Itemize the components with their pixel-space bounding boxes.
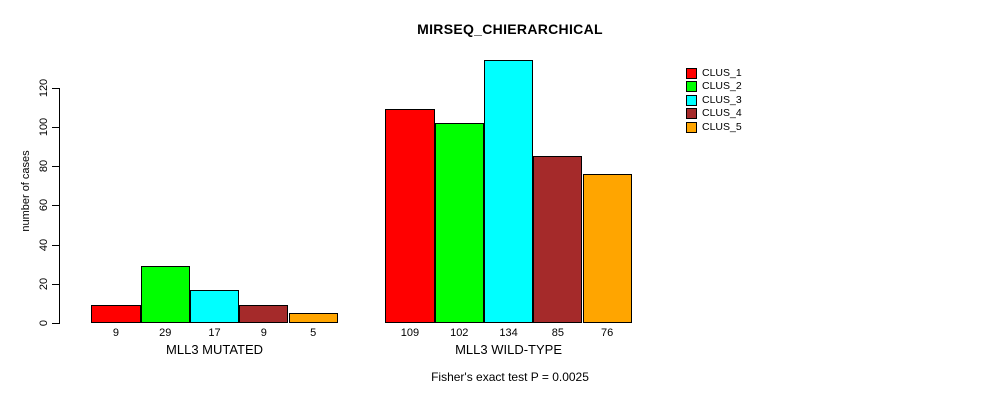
y-tick	[52, 205, 59, 207]
group-label: MLL3 MUTATED	[166, 342, 264, 357]
bar-value-label: 102	[450, 327, 469, 339]
legend-label: CLUS_1	[702, 67, 742, 79]
bar	[533, 156, 583, 323]
legend-label: CLUS_2	[702, 80, 742, 93]
legend-swatch	[686, 94, 697, 106]
legend-label: CLUS_3	[702, 93, 742, 106]
legend-swatch	[686, 121, 697, 133]
y-tick-label: 100	[38, 117, 50, 136]
y-tick-label: 20	[38, 277, 50, 290]
y-tick	[52, 244, 59, 246]
legend-swatch	[686, 81, 697, 93]
legend-label: CLUS_5	[702, 120, 742, 133]
bar-value-label: 85	[551, 327, 564, 339]
y-tick	[52, 283, 59, 285]
bar	[91, 305, 141, 323]
y-tick-label: 0	[38, 319, 50, 327]
bar-value-label: 9	[260, 327, 267, 339]
bar-value-label: 5	[310, 327, 317, 339]
y-tick	[52, 166, 59, 167]
bar	[288, 313, 338, 323]
y-axis-label: number of cases	[20, 150, 32, 232]
bar-value-label: 134	[499, 327, 518, 339]
bar-value-label: 29	[159, 327, 172, 339]
y-tick	[52, 87, 59, 89]
y-tick	[52, 323, 59, 324]
bar	[239, 305, 289, 323]
annotation-text: Fisher's exact test P = 0.0025	[431, 370, 589, 384]
y-axis-line	[59, 87, 60, 324]
bar	[483, 60, 534, 323]
bar	[189, 289, 240, 323]
group-label: MLL3 WILD-TYPE	[455, 342, 563, 357]
bar-value-label: 9	[112, 327, 119, 339]
legend-label: CLUS_4	[702, 107, 742, 120]
y-tick	[52, 126, 59, 128]
bar-value-label: 109	[400, 327, 420, 339]
chart-title: MIRSEQ_CHIERARCHICAL	[417, 21, 603, 37]
bar-value-label: 17	[208, 327, 221, 339]
y-tick-label: 80	[38, 159, 50, 173]
bar	[434, 122, 484, 323]
bar	[582, 173, 632, 323]
y-tick-label: 60	[38, 199, 50, 212]
y-tick-label: 40	[38, 238, 50, 251]
bar	[385, 109, 435, 323]
legend-swatch	[686, 68, 697, 79]
bar-value-label: 76	[601, 327, 614, 339]
y-tick-label: 120	[38, 78, 50, 97]
legend-swatch	[686, 108, 697, 120]
bar	[140, 266, 190, 323]
